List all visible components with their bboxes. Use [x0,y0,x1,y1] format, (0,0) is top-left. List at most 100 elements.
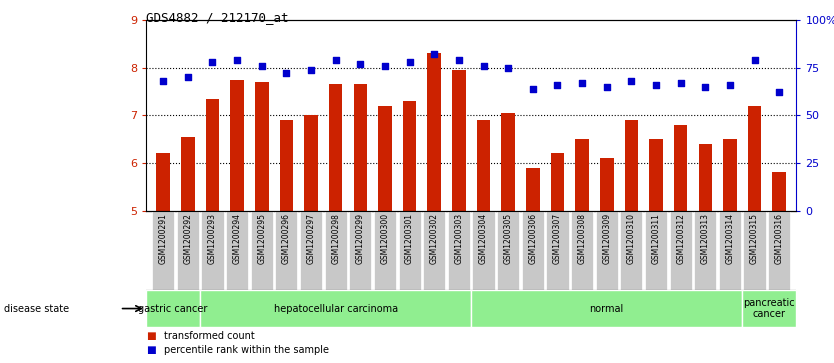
Point [304,67,318,73]
Text: GSM1200298: GSM1200298 [331,213,340,264]
Bar [157,153,170,211]
Text: GSM1200294: GSM1200294 [233,213,242,264]
Bar [743,211,766,290]
Bar [526,168,540,211]
Point [379,63,392,69]
Bar [181,137,194,211]
Text: GSM1200296: GSM1200296 [282,213,291,264]
Bar [670,211,691,290]
Text: percentile rank within the sample: percentile rank within the sample [164,345,329,355]
Text: hepatocellular carcinoma: hepatocellular carcinoma [274,303,398,314]
Text: ■: ■ [146,345,156,355]
Point [501,65,515,70]
Point [550,82,564,88]
Text: GSM1200316: GSM1200316 [775,213,784,264]
Bar [501,113,515,211]
Text: GSM1200311: GSM1200311 [651,213,661,264]
Point [329,57,342,63]
Bar [472,211,495,290]
Text: ■: ■ [146,331,156,341]
Point [230,57,244,63]
Bar [497,211,520,290]
Point [600,84,613,90]
Bar [620,211,642,290]
Point [157,78,170,84]
Bar [428,53,441,211]
Point [772,90,786,95]
Text: GSM1200308: GSM1200308 [578,213,586,264]
Bar [694,211,716,290]
Bar [423,211,445,290]
Text: GSM1200312: GSM1200312 [676,213,686,264]
Bar [403,101,416,211]
Bar [748,106,761,211]
Bar [226,211,249,290]
Bar [448,211,470,290]
Bar [329,84,343,211]
Bar [399,211,420,290]
Point [723,82,736,88]
Text: GSM1200315: GSM1200315 [750,213,759,264]
Point [452,57,465,63]
Bar [152,211,174,290]
Point [625,78,638,84]
Bar [251,211,273,290]
Bar [699,144,712,211]
Point [477,63,490,69]
Bar [354,84,367,211]
Point [674,80,687,86]
Bar [374,211,396,290]
Bar [201,211,224,290]
Text: GSM1200301: GSM1200301 [405,213,414,264]
Bar [571,211,593,290]
Bar [324,211,347,290]
Bar [742,290,796,327]
Text: transformed count: transformed count [164,331,255,341]
Text: gastric cancer: gastric cancer [138,303,208,314]
Bar [279,120,294,211]
Bar [349,211,371,290]
Text: GSM1200297: GSM1200297 [307,213,315,264]
Text: disease state: disease state [4,303,69,314]
Text: GSM1200307: GSM1200307 [553,213,562,264]
Bar [200,290,471,327]
Text: GSM1200305: GSM1200305 [504,213,513,264]
Bar [768,211,791,290]
Point [575,80,589,86]
Text: GSM1200314: GSM1200314 [726,213,735,264]
Bar [575,139,589,211]
Text: GDS4882 / 212170_at: GDS4882 / 212170_at [146,11,289,24]
Text: GSM1200292: GSM1200292 [183,213,193,264]
Point [279,70,293,76]
Bar [645,211,667,290]
Point [354,61,367,67]
Bar [600,158,614,211]
Bar [546,211,569,290]
Point [699,84,712,90]
Text: GSM1200303: GSM1200303 [455,213,464,264]
Text: GSM1200306: GSM1200306 [528,213,537,264]
Point [428,52,441,57]
Text: pancreatic
cancer: pancreatic cancer [744,298,795,319]
Point [403,59,416,65]
Text: GSM1200293: GSM1200293 [208,213,217,264]
Text: normal: normal [590,303,624,314]
Text: GSM1200309: GSM1200309 [602,213,611,264]
Text: GSM1200302: GSM1200302 [430,213,439,264]
Bar [300,211,322,290]
Bar [477,120,490,211]
Bar [255,82,269,211]
Bar [471,290,742,327]
Bar [674,125,687,211]
Bar [719,211,741,290]
Text: GSM1200304: GSM1200304 [479,213,488,264]
Bar [206,99,219,211]
Text: GSM1200291: GSM1200291 [158,213,168,264]
Point [650,82,663,88]
Bar [550,153,565,211]
Bar [304,115,318,211]
Point [206,59,219,65]
Text: GSM1200295: GSM1200295 [257,213,266,264]
Bar [595,211,618,290]
Bar [723,139,736,211]
